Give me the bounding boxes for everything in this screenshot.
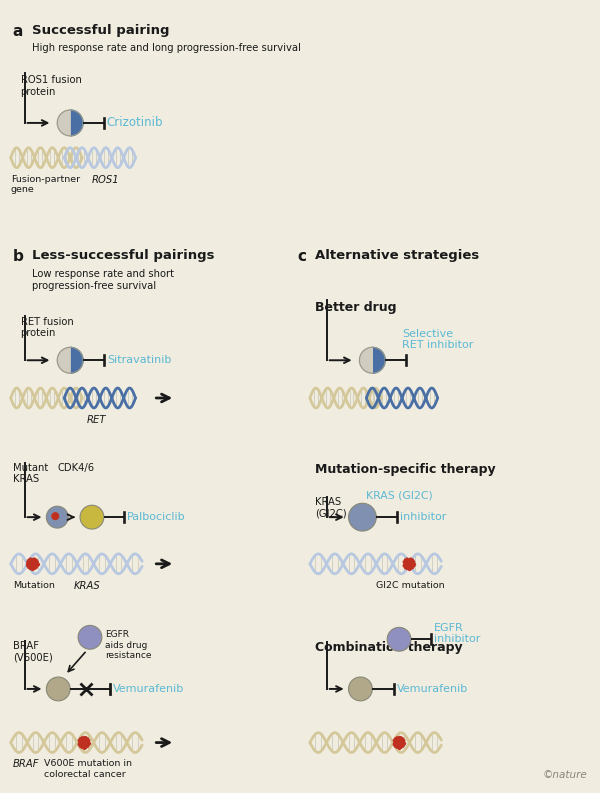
Text: Low response rate and short
progression-free survival: Low response rate and short progression-… [32, 269, 175, 290]
Polygon shape [70, 110, 83, 136]
Text: Combination therapy: Combination therapy [315, 642, 463, 654]
Text: Vemurafenib: Vemurafenib [113, 684, 184, 694]
Text: Sitravatinib: Sitravatinib [107, 355, 171, 366]
Circle shape [46, 506, 68, 528]
Text: Mutant
KRAS: Mutant KRAS [13, 462, 48, 485]
Text: BRAF: BRAF [13, 760, 39, 769]
Text: Mutation-specific therapy: Mutation-specific therapy [315, 462, 496, 476]
Text: b: b [13, 249, 23, 264]
Text: ROS1: ROS1 [92, 174, 119, 185]
Text: RET fusion
protein: RET fusion protein [20, 316, 73, 338]
Text: V600E mutation in
colorectal cancer: V600E mutation in colorectal cancer [44, 760, 133, 779]
Text: Vemurafenib: Vemurafenib [397, 684, 469, 694]
Text: Selective
RET inhibitor: Selective RET inhibitor [402, 329, 473, 351]
Text: KRAS
(GI2C): KRAS (GI2C) [315, 497, 346, 519]
Text: Mutation: Mutation [13, 580, 55, 590]
Text: RET: RET [87, 415, 106, 425]
Text: Better drug: Better drug [315, 301, 397, 314]
Polygon shape [359, 347, 373, 374]
Text: Successful pairing: Successful pairing [32, 24, 170, 36]
Polygon shape [57, 110, 70, 136]
Text: c: c [297, 249, 306, 264]
Circle shape [349, 504, 376, 531]
Circle shape [52, 513, 59, 519]
Polygon shape [70, 347, 83, 374]
Text: inhibitor: inhibitor [400, 512, 446, 522]
Text: EGFR
aids drug
resistance: EGFR aids drug resistance [105, 630, 151, 660]
Circle shape [78, 626, 102, 649]
Circle shape [80, 505, 104, 529]
Text: KRAS (GI2C): KRAS (GI2C) [367, 490, 433, 500]
Polygon shape [373, 347, 385, 374]
Circle shape [387, 627, 411, 651]
Text: Palbociclib: Palbociclib [127, 512, 185, 522]
Text: KRAS: KRAS [74, 580, 101, 591]
Text: Fusion-partner
gene: Fusion-partner gene [11, 174, 80, 194]
Circle shape [349, 677, 373, 701]
Polygon shape [57, 347, 70, 374]
Text: Less-successful pairings: Less-successful pairings [32, 249, 215, 262]
Circle shape [46, 677, 70, 701]
Text: a: a [13, 24, 23, 39]
Text: GI2C mutation: GI2C mutation [376, 580, 445, 590]
Text: CDK4/6: CDK4/6 [57, 462, 94, 473]
Text: EGFR
inhibitor: EGFR inhibitor [434, 623, 480, 644]
Text: Crizotinib: Crizotinib [107, 117, 163, 129]
Text: ©nature: ©nature [542, 770, 587, 780]
Text: Alternative strategies: Alternative strategies [315, 249, 479, 262]
Text: High response rate and long progression-free survival: High response rate and long progression-… [32, 44, 301, 53]
Text: BRAF
(V600E): BRAF (V600E) [13, 642, 52, 663]
Text: ROS1 fusion
protein: ROS1 fusion protein [20, 75, 82, 97]
